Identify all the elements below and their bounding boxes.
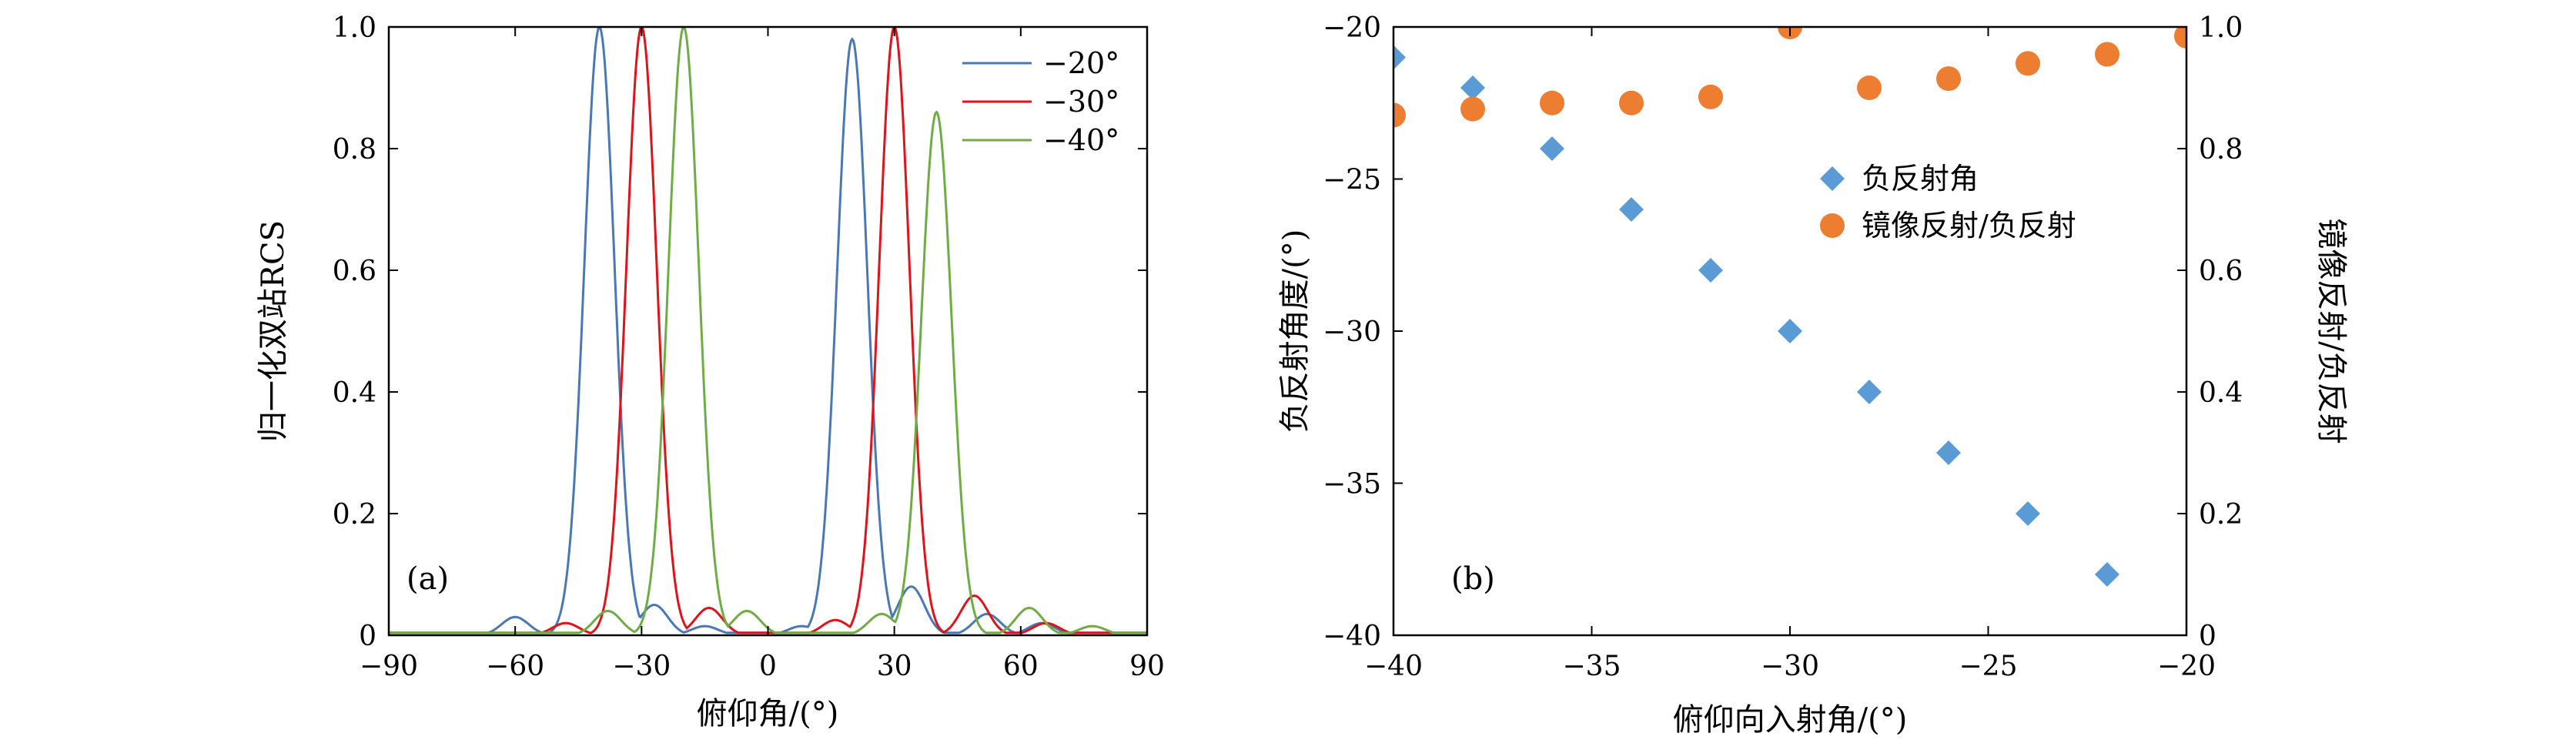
chart-a-series-line [389, 27, 1147, 634]
chart-b-y2tick-label: 0.8 [2199, 134, 2243, 166]
chart-a-xtick-label: 0 [759, 651, 777, 682]
chart-b-point-ratio [1619, 90, 1644, 116]
chart-b-ytick-label: −35 [1323, 469, 1381, 501]
chart-b-panel-label: (b) [1451, 561, 1495, 597]
chart-a-ytick-label: 0.4 [333, 377, 376, 409]
chart-a: −90 −60 −30 0 30 60 90 0 0.2 0.4 0.6 0.8 1.0 (a) 俯仰角… [256, 12, 1165, 732]
chart-a-xtick-label: 90 [1129, 651, 1165, 682]
chart-a-legend-label: −40° [1043, 123, 1119, 157]
chart-b-point-ratio [1857, 75, 1882, 100]
chart-a-ytick-label: 0.6 [333, 256, 376, 287]
chart-b-point-ratio [2095, 42, 2119, 67]
chart-a-legend-label: −20° [1043, 46, 1119, 80]
chart-a-xtick-label: 30 [877, 651, 912, 682]
chart-a-ytick-label: 0 [359, 621, 376, 652]
chart-b-ytick-label: −20 [1323, 12, 1381, 44]
chart-a-ytick-label: 0.8 [333, 134, 376, 166]
chart-a-xtick-label: −30 [612, 651, 671, 682]
chart-b-xtick-label: −25 [1959, 651, 2018, 682]
chart-b-y2label: 镜像反射/负反射 [2313, 218, 2349, 444]
chart-a-frame [387, 25, 1149, 637]
chart-b: −40 −35 −30 −25 −20−40−35−30−25−2000.20.40.6… [1277, 12, 2349, 738]
chart-a-ytick-label: 0.2 [333, 499, 376, 531]
chart-b-point-negative-reflection [1540, 136, 1564, 161]
chart-b-point-ratio [1698, 84, 1723, 109]
chart-b-point-ratio [1540, 90, 1564, 116]
chart-b-xlabel: 俯仰向入射角/(°) [1673, 702, 1908, 738]
chart-b-xtick-label: −30 [1761, 651, 1819, 682]
chart-a-legend-label: −30° [1043, 85, 1119, 119]
chart-a-series-line [389, 27, 1147, 634]
chart-b-ytick-label: −40 [1323, 621, 1381, 652]
chart-b-point-negative-reflection [1460, 75, 1485, 100]
chart-b-ticks: −40 −35 −30 −25 −20−40−35−30−25−2000.20.40.6… [1323, 12, 2243, 682]
chart-b-point-negative-reflection [1393, 45, 1406, 70]
chart-a-panel-label: (a) [406, 561, 449, 597]
chart-a-series-line [389, 27, 1147, 634]
chart-a-ylabel: 归一化双站RCS [256, 220, 291, 442]
chart-a-ytick-label: 1.0 [333, 12, 376, 44]
chart-b-markers [1393, 27, 2186, 587]
chart-b-ytick-label: −25 [1323, 165, 1381, 196]
chart-b-point-negative-reflection [1619, 197, 1644, 222]
chart-a-xlabel: 俯仰角/(°) [697, 696, 839, 732]
chart-b-y2tick-label: 0.4 [2199, 377, 2243, 409]
chart-b-y2tick-label: 1.0 [2199, 12, 2243, 44]
chart-a-ticks: −90 −60 −30 0 30 60 90 0 0.2 0.4 0.6 0.8 1.0 [333, 12, 1165, 682]
chart-b-legend-label: 负反射角 [1862, 162, 1979, 196]
chart-b-point-ratio [1393, 102, 1406, 128]
chart-b-point-ratio [2174, 27, 2186, 49]
chart-b-y2tick-label: 0.6 [2199, 256, 2243, 287]
chart-b-legend-swatch [1820, 166, 1845, 191]
chart-a-lines [389, 27, 1147, 634]
chart-b-point-negative-reflection [2016, 501, 2040, 526]
chart-b-point-ratio [1460, 96, 1485, 122]
chart-b-point-ratio [2016, 51, 2040, 76]
chart-b-point-negative-reflection [1857, 380, 1882, 404]
chart-b-xtick-label: −40 [1364, 651, 1423, 682]
chart-a-xtick-label: 60 [1003, 651, 1039, 682]
chart-b-ylabel: 负反射角度/(°) [1277, 229, 1313, 434]
chart-b-xtick-label: −35 [1563, 651, 1621, 682]
chart-b-point-negative-reflection [1936, 440, 1961, 465]
chart-b-y2tick-label: 0.2 [2199, 499, 2243, 531]
chart-b-xtick-label: −20 [2157, 651, 2216, 682]
chart-b-y2tick-label: 0 [2199, 621, 2216, 652]
chart-b-ytick-label: −30 [1323, 316, 1381, 348]
chart-b-point-negative-reflection [2095, 562, 2119, 587]
chart-b-point-ratio [1936, 66, 1961, 92]
chart-b-legend-label: 镜像反射/负反射 [1862, 209, 2076, 243]
chart-a-xtick-label: −90 [360, 651, 418, 682]
chart-a-xtick-label: −60 [486, 651, 544, 682]
chart-b-point-negative-reflection [1698, 258, 1723, 283]
chart-b-point-negative-reflection [1778, 319, 1802, 343]
chart-b-legend-swatch [1820, 213, 1845, 238]
chart-a-legend: −20° −30° −40° [962, 46, 1119, 157]
